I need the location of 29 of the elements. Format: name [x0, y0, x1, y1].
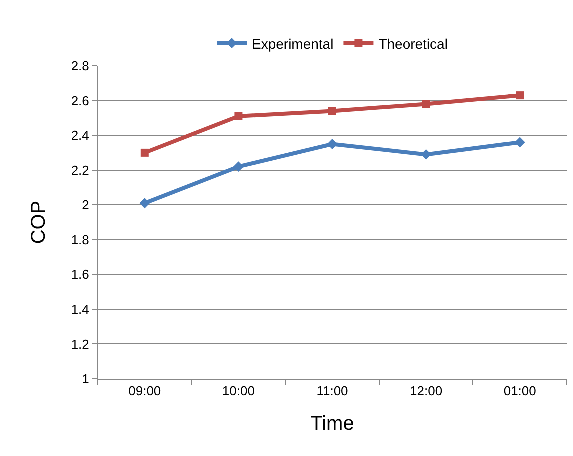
point	[328, 107, 336, 116]
y-tick-label: 1.6	[71, 267, 90, 282]
point	[234, 112, 243, 120]
legend-label: Theoretical	[378, 36, 448, 52]
x-tick-label: 01:00	[504, 384, 536, 399]
y-tick-label: 2.6	[71, 93, 90, 108]
y-tick-label: 1.4	[71, 302, 90, 317]
point	[421, 149, 432, 160]
x-tick-label: 12:00	[410, 384, 443, 399]
point	[514, 137, 526, 148]
x-tick-label: 10:00	[222, 384, 255, 399]
y-tick-label: 1.2	[71, 336, 90, 352]
y-tick-label: 1	[82, 372, 90, 387]
point	[234, 162, 244, 172]
point	[327, 139, 338, 150]
x-tick-label: 11:00	[316, 384, 348, 399]
y-tick-label: 1.8	[71, 232, 90, 248]
point	[140, 198, 150, 209]
point	[140, 148, 149, 157]
y-tick-label: 2.2	[71, 162, 90, 178]
x-tick-label: 09:00	[128, 384, 162, 399]
legend-label: Experimental	[252, 36, 334, 52]
point	[516, 92, 524, 100]
y-tick-label: 2	[82, 198, 90, 213]
x-axis-title: Time	[310, 413, 354, 436]
point	[422, 100, 430, 108]
y-axis-title: COP	[28, 200, 50, 244]
y-tick-label: 2.8	[71, 58, 90, 74]
y-tick-label: 2.4	[71, 128, 90, 144]
